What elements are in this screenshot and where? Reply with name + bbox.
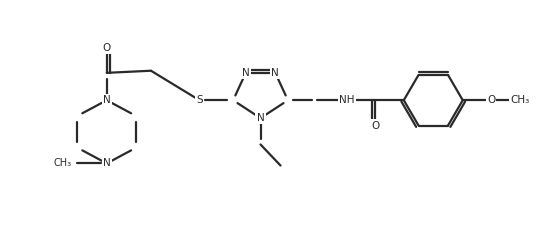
Text: S: S [196, 95, 202, 105]
Text: N: N [103, 95, 111, 105]
Text: NH: NH [339, 95, 355, 105]
Text: N: N [256, 113, 265, 123]
Text: O: O [103, 43, 111, 53]
Text: CH₃: CH₃ [510, 95, 529, 105]
Text: N: N [103, 158, 111, 168]
Text: N: N [242, 68, 249, 78]
Text: CH₃: CH₃ [53, 158, 71, 168]
Text: O: O [487, 95, 495, 105]
Text: O: O [371, 121, 380, 131]
Text: N: N [272, 68, 279, 78]
